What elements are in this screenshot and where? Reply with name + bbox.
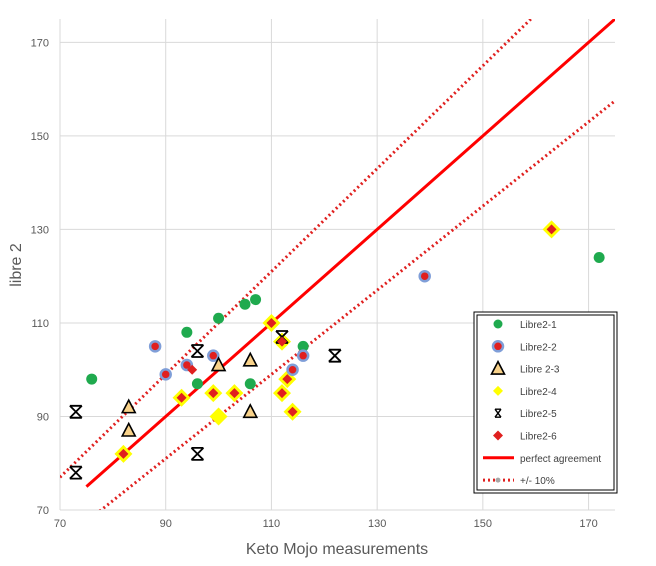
data-point-libre2-1 <box>593 251 605 263</box>
data-point-libre2-6 <box>546 224 557 235</box>
legend-marker <box>493 319 503 329</box>
x-tick-label: 150 <box>474 518 492 530</box>
y-axis-title: libre 2 <box>8 243 25 287</box>
data-point-libre2-3 <box>242 351 259 367</box>
legend-label: Libre2-6 <box>520 432 557 443</box>
legend-marker <box>493 385 503 396</box>
data-point-libre2-5 <box>190 344 205 358</box>
data-point-libre2-3 <box>120 398 137 414</box>
y-tick-label: 110 <box>31 318 49 330</box>
data-point-libre2-1 <box>213 312 225 324</box>
data-point-libre2-1 <box>86 373 98 385</box>
reference-lines <box>60 19 615 510</box>
perfect-agreement-line <box>85 19 615 488</box>
x-tick-label: 110 <box>263 518 281 530</box>
legend-label: +/- 10% <box>520 476 555 487</box>
data-point-libre2-6 <box>287 406 298 417</box>
data-point-libre2-6 <box>208 388 219 399</box>
data-point-libre2-6 <box>118 448 129 459</box>
data-point-libre2-5 <box>190 446 205 461</box>
data-point-libre2-3 <box>242 403 259 419</box>
data-point-libre2-5 <box>69 465 83 480</box>
y-tick-labels: 70 90 110 130 150 170 <box>31 37 49 517</box>
data-point-libre2-2 <box>159 368 172 381</box>
data-points <box>69 220 605 480</box>
legend-line-dot <box>495 477 501 483</box>
data-point-libre2-1 <box>181 326 193 338</box>
legend-marker <box>493 430 503 441</box>
legend-marker <box>494 408 502 418</box>
data-point-libre2-2 <box>207 349 220 362</box>
data-point-libre2-2 <box>418 269 431 283</box>
data-point-libre2-1 <box>244 378 256 390</box>
x-tick-label: 130 <box>368 518 386 530</box>
legend-label: Libre2-1 <box>520 320 557 331</box>
legend-label: Libre2-2 <box>520 342 557 353</box>
y-tick-label: 90 <box>37 411 49 423</box>
legend: Libre2-1 Libre2-2 Libre 2-3 Libre2-4 Libre2-… <box>473 311 618 494</box>
legend-frame-outer <box>473 311 618 494</box>
legend-marker <box>490 359 506 375</box>
data-point-libre2-1 <box>239 298 251 310</box>
data-point-libre2-5 <box>328 348 342 363</box>
data-point-libre2-3 <box>210 356 227 372</box>
legend-label: Libre2-5 <box>520 409 557 420</box>
y-tick-label: 130 <box>31 224 49 236</box>
data-point-libre2-1 <box>250 294 262 306</box>
data-point-libre2-6 <box>187 364 198 375</box>
data-point-libre2-6 <box>277 388 287 399</box>
data-point-libre2-6 <box>266 317 277 328</box>
data-point-libre2-6 <box>229 388 240 399</box>
x-axis-title: Keto Mojo measurements <box>246 541 428 558</box>
data-point-libre2-6 <box>176 392 187 403</box>
x-tick-label: 90 <box>160 518 172 530</box>
legend-frame-inner <box>476 314 615 491</box>
x-tick-labels: 70 90 110 130 150 170 <box>54 518 598 530</box>
legend-label: Libre2-4 <box>520 387 557 398</box>
tolerance-line-upper <box>60 19 534 479</box>
data-point-libre2-1 <box>191 378 203 390</box>
legend-marker <box>491 340 505 353</box>
data-point-libre2-6 <box>282 374 293 385</box>
x-tick-label: 170 <box>579 518 597 530</box>
data-point-libre2-5 <box>69 404 83 419</box>
data-point-libre2-4 <box>209 407 228 426</box>
data-point-libre2-1 <box>297 340 309 352</box>
data-point-libre2-3 <box>120 421 137 437</box>
data-point-libre2-2 <box>296 349 310 362</box>
legend-label: Libre 2-3 <box>520 365 560 376</box>
data-point-libre2-6 <box>277 336 287 347</box>
data-point-libre2-2 <box>286 363 299 376</box>
y-tick-label: 150 <box>31 131 49 143</box>
y-tick-label: 70 <box>37 505 49 517</box>
legend-label: perfect agreement <box>520 454 601 465</box>
data-point-libre2-2 <box>148 340 162 353</box>
tolerance-line-lower <box>98 99 615 510</box>
gridlines <box>59 19 615 511</box>
x-tick-label: 70 <box>54 518 66 530</box>
y-tick-label: 170 <box>31 37 49 49</box>
